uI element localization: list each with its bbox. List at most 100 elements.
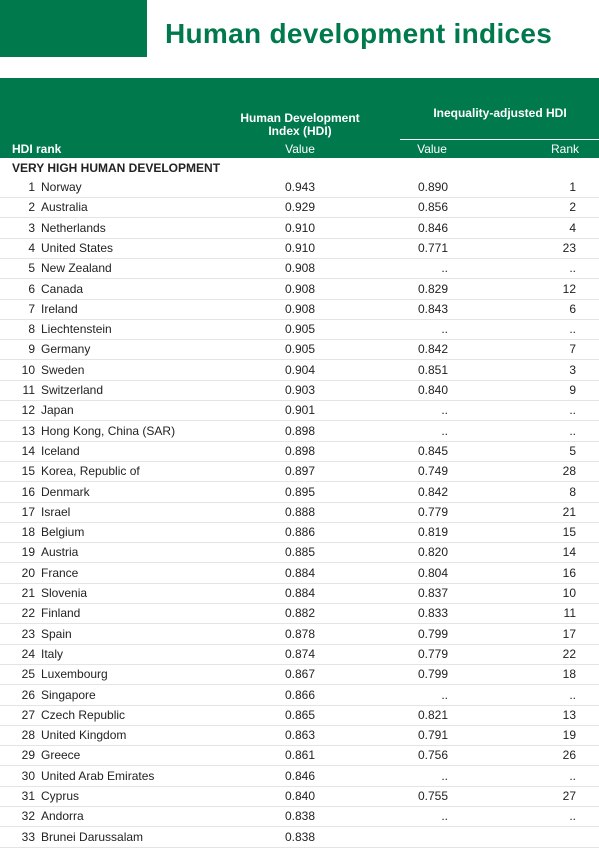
table-row: 20 France 0.884 0.804 16	[0, 563, 599, 584]
hdi-value: 0.846	[284, 768, 315, 783]
country: Czech Republic	[41, 707, 126, 722]
ihdi-rank: 21	[562, 504, 576, 519]
table-row: 28 United Kingdom 0.863 0.791 19	[0, 725, 599, 747]
table-row: 6 Canada 0.908 0.829 12	[0, 279, 599, 300]
ihdi-rank: 22	[562, 646, 576, 661]
ihdi-rank: 9	[569, 383, 576, 397]
ihdi-value: 0.843	[417, 301, 448, 316]
table-row: 26 Singapore 0.866....	[0, 685, 599, 706]
hdi-value: 0.898	[284, 423, 315, 438]
ihdi-value: 0.890	[417, 180, 448, 194]
ihdi-value: 0.755	[417, 789, 448, 803]
country: Germany	[41, 342, 91, 357]
table-row: 17 Israel 0.888 0.779 21	[0, 502, 599, 523]
table-row: 1 Norway 0.943 0.890 1	[0, 177, 599, 198]
country: Italy	[41, 646, 64, 661]
rank: 6	[28, 281, 35, 296]
hdi-value: 0.866	[284, 687, 315, 702]
hdi-value: 0.905	[284, 322, 315, 337]
table-row: 23 Spain 0.878 0.799 17	[0, 624, 599, 645]
country: Slovenia	[41, 586, 88, 600]
ihdi-rank: ..	[569, 322, 576, 337]
table-row: 27 Czech Republic 0.865 0.821 13	[0, 705, 599, 726]
table-row: 10 Sweden 0.904 0.851 3	[0, 360, 599, 381]
country: Liechtenstein	[41, 322, 112, 337]
column-header: HDI rank	[12, 142, 62, 156]
rank: 13	[21, 423, 35, 438]
rank: 10	[21, 362, 35, 377]
ihdi-value: 0.851	[417, 362, 448, 377]
table-row: 15 Korea, Republic of 0.897 0.749 28	[0, 461, 599, 483]
ihdi-rank: 16	[562, 565, 576, 580]
table-row: 3 Netherlands 0.910 0.846 4	[0, 218, 599, 239]
table-row: 30 United Arab Emirates 0.846....	[0, 766, 599, 787]
ihdi-value: 0.821	[417, 707, 448, 722]
hdi-value: 0.910	[284, 240, 315, 255]
rank: 8	[28, 322, 35, 337]
country: Netherlands	[41, 220, 106, 235]
column-subheader: Value	[417, 142, 447, 156]
ihdi-value: 0.842	[417, 484, 448, 499]
hdi-value: 0.886	[284, 525, 315, 540]
table-row: 2 Australia 0.929 0.856 2	[0, 197, 599, 219]
hdi-value: 0.905	[284, 342, 315, 357]
country: Andorra	[41, 809, 84, 824]
ihdi-value: 0.771	[417, 240, 448, 255]
ihdi-value: 0.840	[417, 383, 448, 397]
ihdi-rank: 23	[562, 240, 576, 255]
rank: 18	[21, 525, 35, 540]
rank: 22	[21, 606, 35, 621]
rank: 15	[21, 464, 35, 479]
ihdi-value: ..	[441, 809, 448, 824]
hdi-value: 0.903	[284, 383, 315, 397]
hdi-value: 0.863	[284, 728, 315, 743]
ihdi-value: 0.756	[417, 748, 448, 763]
ihdi-rank: 27	[562, 789, 576, 803]
ihdi-value: 0.799	[417, 667, 448, 682]
country: France	[41, 565, 79, 580]
table-row: 12 Japan 0.901....	[0, 400, 599, 422]
country: Singapore	[41, 687, 96, 702]
country: Austria	[41, 545, 79, 560]
hdi-value: 0.861	[284, 748, 315, 763]
rank: 27	[21, 707, 35, 722]
country: Finland	[41, 606, 81, 621]
hdi-value: 0.898	[284, 443, 315, 458]
country: Spain	[41, 626, 72, 641]
table-row: 5 New Zealand 0.908....	[0, 258, 599, 280]
country: Brunei Darussalam	[41, 829, 144, 844]
country: United States	[41, 240, 114, 255]
ihdi-rank: 7	[569, 342, 576, 357]
rank: 19	[21, 545, 35, 560]
rank: 14	[21, 443, 35, 458]
rank: 30	[21, 768, 35, 783]
header-block	[0, 0, 147, 57]
hdi-value: 0.884	[284, 586, 315, 600]
ihdi-rank: 19	[562, 728, 576, 743]
page-title: Human development indices	[165, 18, 553, 49]
ihdi-value: 0.829	[417, 281, 448, 296]
country: New Zealand	[41, 261, 112, 276]
hdi-value: 0.865	[284, 707, 315, 722]
country: Norway	[41, 180, 82, 194]
table-header	[0, 78, 599, 158]
country: Sweden	[41, 362, 85, 377]
ihdi-rank: 10	[562, 586, 576, 600]
table-row: 9 Germany 0.905 0.842 7	[0, 339, 599, 361]
ihdi-rank: ..	[569, 403, 576, 418]
hdi-value: 0.895	[284, 484, 315, 499]
hdi-value: 0.901	[284, 403, 315, 418]
rank: 3	[28, 220, 35, 235]
rank: 32	[21, 809, 35, 824]
rank: 9	[28, 342, 35, 357]
ihdi-value: 0.749	[417, 464, 448, 479]
hdi-value: 0.838	[284, 829, 315, 844]
ihdi-value: ..	[441, 423, 448, 438]
table-row: 21 Slovenia 0.884 0.837 10	[0, 583, 599, 604]
country: Canada	[41, 281, 84, 296]
rank: 29	[21, 748, 35, 763]
country: Korea, Republic of	[41, 464, 140, 479]
hdi-value: 0.874	[284, 646, 315, 661]
ihdi-value: 0.779	[417, 504, 448, 519]
